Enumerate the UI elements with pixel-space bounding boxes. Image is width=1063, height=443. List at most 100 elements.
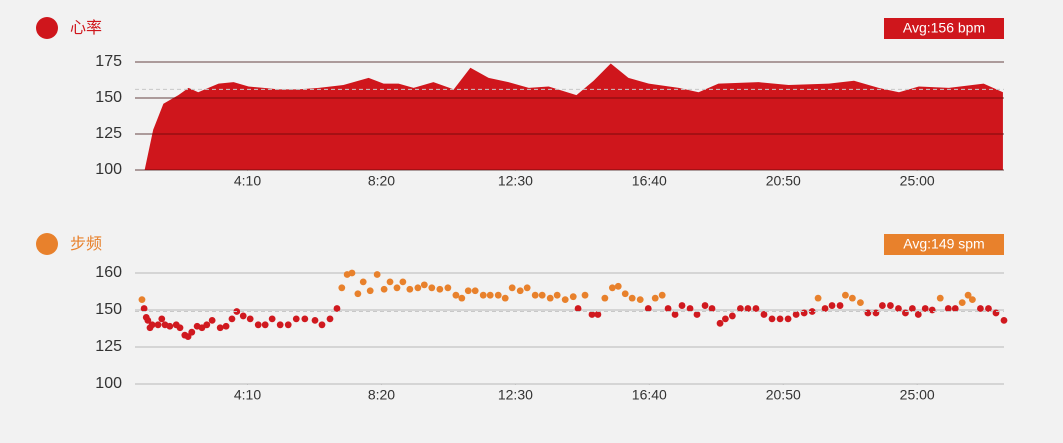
avg-badge-text: Avg:156 bpm	[903, 20, 985, 36]
cadence-point	[553, 291, 561, 299]
cadence-point	[928, 306, 936, 314]
cadence-point	[222, 322, 230, 330]
cadence-point	[254, 321, 262, 329]
cadence-point	[452, 291, 460, 299]
y-tick-label: 175	[95, 53, 122, 70]
cadence-point	[393, 284, 401, 292]
cadence-point	[148, 321, 156, 329]
cadence-point	[538, 291, 546, 299]
cadence-point	[523, 284, 531, 292]
cadence-point	[268, 315, 276, 323]
cadence-point	[479, 291, 487, 299]
y-tick-label: 160	[95, 264, 122, 281]
y-tick-label: 125	[95, 125, 122, 142]
cadence-point	[784, 315, 792, 323]
cadence-point	[842, 291, 849, 299]
cadence-point	[138, 296, 146, 304]
cadence-point	[581, 291, 589, 299]
cadence-point	[821, 305, 829, 312]
cadence-point	[964, 291, 972, 299]
y-tick-label: 125	[95, 338, 122, 355]
cadence-point	[311, 316, 319, 324]
cadence-point	[958, 299, 966, 306]
cadence-point	[621, 290, 629, 298]
cadence-point	[977, 305, 984, 312]
section-icon	[36, 17, 58, 39]
x-tick-label: 8:20	[368, 173, 395, 189]
cadence-point	[144, 316, 152, 324]
cadence-point	[968, 296, 976, 304]
cadence-point	[561, 296, 569, 304]
cadence-point	[848, 294, 856, 302]
cadence-point	[158, 315, 166, 323]
cadence-point	[760, 311, 768, 318]
cadence-point	[354, 290, 362, 298]
cadence-point	[228, 315, 236, 323]
cadence-point	[686, 305, 694, 312]
cadence-point	[671, 311, 679, 318]
cadence-point	[458, 294, 466, 302]
heart-rate-area	[144, 63, 1003, 170]
cadence-point	[636, 296, 644, 304]
cadence-point	[239, 312, 247, 320]
cadence-point	[722, 315, 729, 323]
section-title: 心率	[70, 19, 102, 37]
cadence-point	[464, 287, 472, 295]
cadence-point	[276, 321, 284, 329]
cadence-point	[588, 311, 596, 318]
x-tick-label: 8:20	[368, 387, 395, 403]
x-tick-label: 4:10	[234, 387, 261, 403]
cadence-point	[701, 302, 709, 309]
cadence-point	[737, 305, 744, 312]
cadence-point	[531, 291, 539, 299]
cadence-point	[292, 315, 300, 323]
cadence-point	[471, 287, 479, 295]
cadence-point	[546, 294, 554, 302]
cadence-point	[333, 305, 341, 312]
cadence-point	[908, 305, 916, 312]
cadence-point	[902, 309, 909, 317]
avg-badge	[884, 234, 1004, 255]
cadence-point	[895, 305, 902, 312]
cadence-point	[359, 278, 367, 286]
section-icon	[36, 233, 58, 255]
cadence-point	[992, 309, 1000, 317]
section-title: 步频	[70, 235, 102, 253]
cadence-point	[338, 284, 346, 292]
cadence-point	[208, 316, 216, 324]
cadence-point	[501, 294, 509, 302]
x-tick-label: 16:40	[632, 387, 667, 403]
cadence-point	[203, 321, 211, 329]
cadence-point	[516, 287, 524, 295]
y-tick-label: 100	[95, 375, 122, 392]
cadence-point	[444, 284, 452, 292]
cadence-point	[348, 269, 356, 277]
cadence-point	[428, 284, 436, 292]
x-tick-label: 12:30	[498, 173, 533, 189]
cadence-point	[814, 294, 822, 302]
cadence-point	[436, 285, 444, 293]
cadence-point	[246, 315, 254, 323]
cadence-point	[184, 333, 192, 341]
cadence-point	[808, 308, 816, 315]
cadence-point	[574, 305, 582, 312]
cadence-point	[261, 321, 269, 329]
cadence-point	[594, 311, 602, 318]
cadence-point	[768, 315, 776, 323]
cadence-point	[792, 311, 800, 318]
x-tick-label: 25:00	[900, 173, 935, 189]
cadence-point	[406, 285, 414, 293]
cadence-point	[166, 322, 174, 330]
cadence-point	[708, 305, 716, 312]
cadence-point	[284, 321, 292, 329]
cadence-point	[414, 284, 422, 292]
cadence-point	[658, 291, 666, 299]
cadence-point	[386, 278, 394, 286]
cadence-point	[318, 321, 326, 329]
cadence-point	[744, 305, 752, 312]
cadence-point	[486, 291, 494, 299]
cadence-point	[864, 309, 872, 317]
y-tick-label: 150	[95, 301, 122, 318]
cadence-point	[651, 294, 659, 302]
